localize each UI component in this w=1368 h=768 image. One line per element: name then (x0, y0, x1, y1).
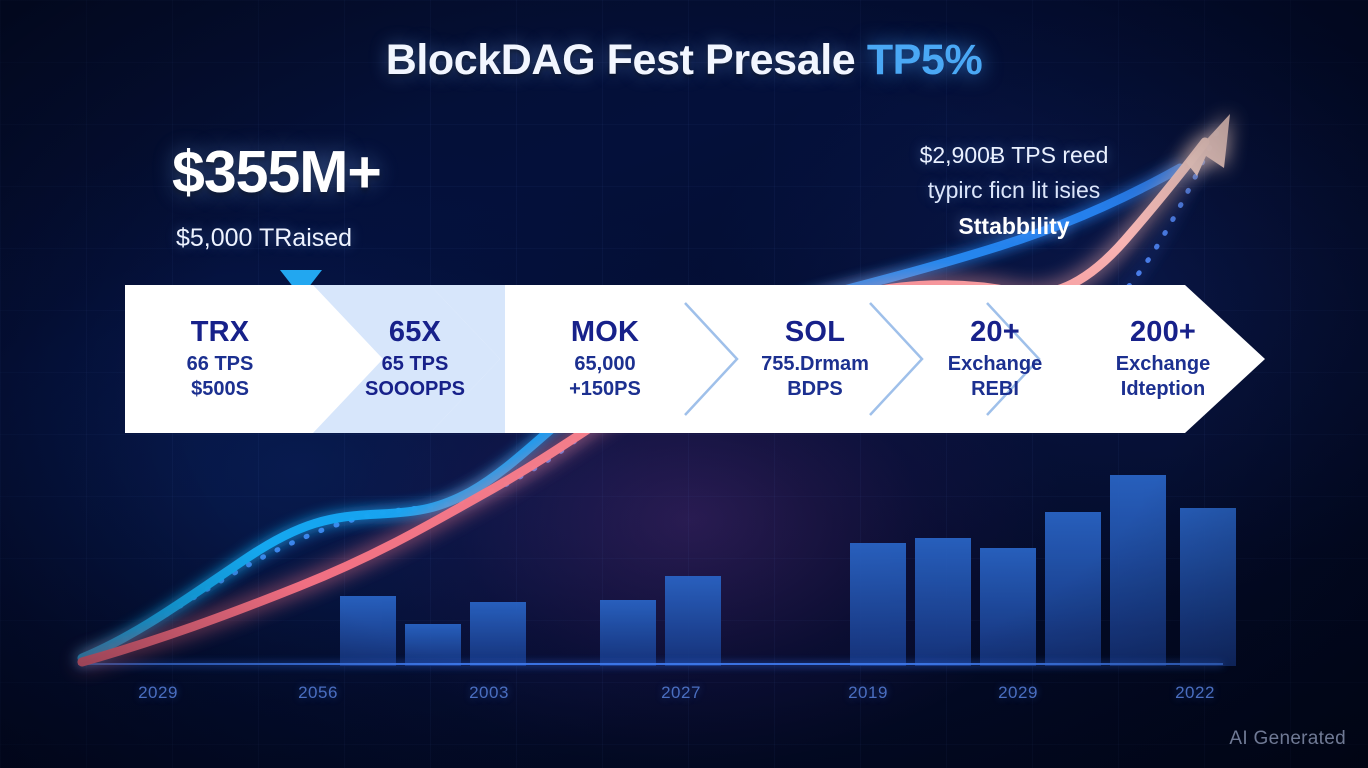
axis-tick-3: 2027 (661, 683, 701, 702)
axis-tick-0: 2029 (138, 683, 178, 702)
tps-annotation: $2,900Ƀ TPS reed typirc ficn lit isies S… (884, 142, 1144, 240)
annotation-line-3: Sttabbility (958, 213, 1070, 239)
annotation-line-2: typirc ficn lit isies (927, 177, 1101, 203)
title-accent: TP5% (866, 36, 983, 84)
axis-tick-2: 2003 (469, 683, 509, 702)
raised-amount-subline: $5,000 TRaised (176, 224, 353, 252)
axis-tick-5: 2029 (998, 683, 1038, 702)
milestone-banner: TRX 66 TPS $500S 65X 65 TPS SOOOPPS MOK … (125, 285, 1265, 433)
banner-shape (125, 285, 1265, 433)
page-title: BlockDAG Fest Presale TP5% (0, 36, 1368, 85)
annotation-line-1: $2,900Ƀ TPS reed (919, 142, 1109, 168)
raised-amount-headline: $355M+ (172, 139, 382, 205)
axis-tick-1: 2056 (298, 683, 338, 702)
axis-tick-4: 2019 (848, 683, 888, 702)
axis-tick-6: 2022 (1175, 683, 1215, 702)
pink-arrowhead (1186, 114, 1230, 176)
marker-triangle-icon (280, 270, 322, 297)
title-main: BlockDAG Fest Presale (385, 36, 867, 84)
ai-generated-watermark: AI Generated (1229, 728, 1346, 749)
